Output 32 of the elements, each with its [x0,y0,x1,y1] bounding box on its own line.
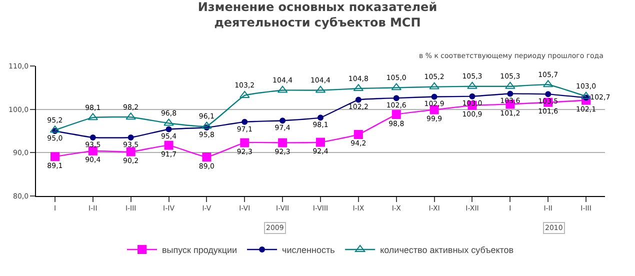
point [316,138,325,147]
point [202,152,212,162]
point [545,91,552,98]
point [318,114,324,121]
point [392,110,401,120]
point [128,134,134,140]
point [126,112,136,120]
point [467,82,478,89]
chart-title: Изменение основных показателей деятельности субъектов МСП [198,0,438,30]
legend-label: количество активных субъектов [380,245,514,256]
point [202,122,212,129]
point [393,95,400,102]
point [240,138,250,148]
point [240,90,250,98]
point [429,82,440,90]
point [50,152,60,162]
legend-label: выпуск продукции [162,245,238,256]
point [278,138,288,148]
point [431,94,438,100]
point [242,118,248,125]
point [164,118,174,126]
point [505,82,516,89]
point [280,118,286,124]
point [354,130,363,139]
point [355,96,362,103]
point [166,126,172,132]
point [507,90,514,97]
point [391,83,402,90]
point [469,93,476,100]
point [164,140,174,150]
legend-label: численность [282,245,336,256]
point [90,134,96,140]
